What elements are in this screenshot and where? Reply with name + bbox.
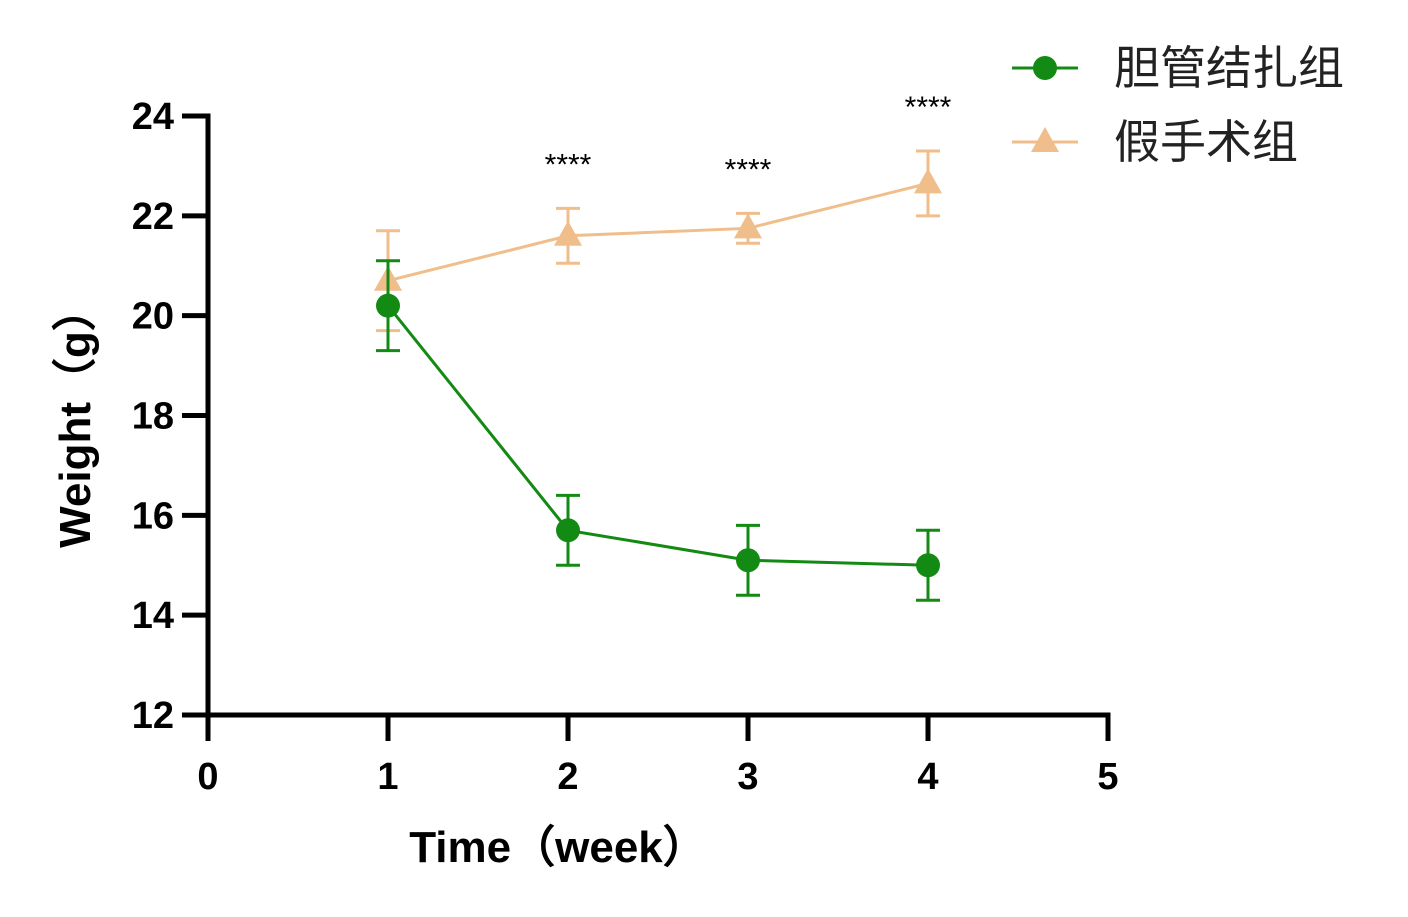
- series-layer: [374, 149, 942, 602]
- legend-item-0: 胆管结扎组: [1012, 41, 1344, 95]
- series-line-1: [387, 181, 929, 283]
- legend-label-1: 假手术组: [1114, 115, 1298, 169]
- x-axis-title: Time（week）: [409, 823, 707, 872]
- x-tick-label: 2: [557, 756, 578, 798]
- significance-annotations: **** **** ****: [545, 91, 952, 186]
- legend: 胆管结扎组 假手术组: [1012, 41, 1344, 169]
- x-tick-label: 5: [1097, 756, 1118, 798]
- x-tick-label: 4: [917, 756, 938, 798]
- axes: [205, 113, 1111, 718]
- y-axis-title: Weight（g）: [51, 287, 100, 548]
- data-point-triangle: [734, 213, 762, 239]
- data-point-circle: [916, 553, 940, 578]
- legend-triangle-icon: [1031, 127, 1059, 152]
- y-tick-label: 14: [132, 595, 174, 637]
- data-point-triangle: [914, 168, 942, 194]
- y-tick-label: 24: [132, 96, 174, 138]
- x-tick-label: 0: [197, 756, 218, 798]
- data-point-circle: [736, 548, 760, 573]
- data-point-circle: [556, 518, 580, 543]
- y-ticks: 12 14 16 18 20 22 24: [132, 96, 208, 737]
- x-tick-label: 3: [737, 756, 758, 798]
- series-1: [374, 149, 942, 333]
- legend-circle-icon: [1033, 56, 1057, 80]
- legend-item-1: 假手术组: [1012, 115, 1298, 169]
- y-tick-label: 20: [132, 296, 174, 338]
- significance-mark: ****: [905, 91, 952, 124]
- significance-mark: ****: [725, 153, 772, 186]
- x-tick-label: 1: [377, 756, 398, 798]
- y-tick-label: 18: [132, 396, 174, 438]
- y-tick-label: 22: [132, 196, 174, 238]
- series-line-0: [386, 304, 929, 567]
- y-tick-label: 12: [132, 695, 174, 737]
- legend-marker-triangle: [1031, 127, 1059, 152]
- x-ticks: 0 1 2 3 4 5: [197, 715, 1119, 798]
- legend-label-0: 胆管结扎组: [1114, 41, 1344, 95]
- significance-mark: ****: [545, 148, 592, 181]
- series-0: [376, 259, 940, 602]
- data-point-triangle: [554, 220, 582, 246]
- legend-marker-circle: [1033, 56, 1057, 80]
- data-point-circle: [376, 293, 400, 318]
- y-tick-label: 16: [132, 495, 174, 537]
